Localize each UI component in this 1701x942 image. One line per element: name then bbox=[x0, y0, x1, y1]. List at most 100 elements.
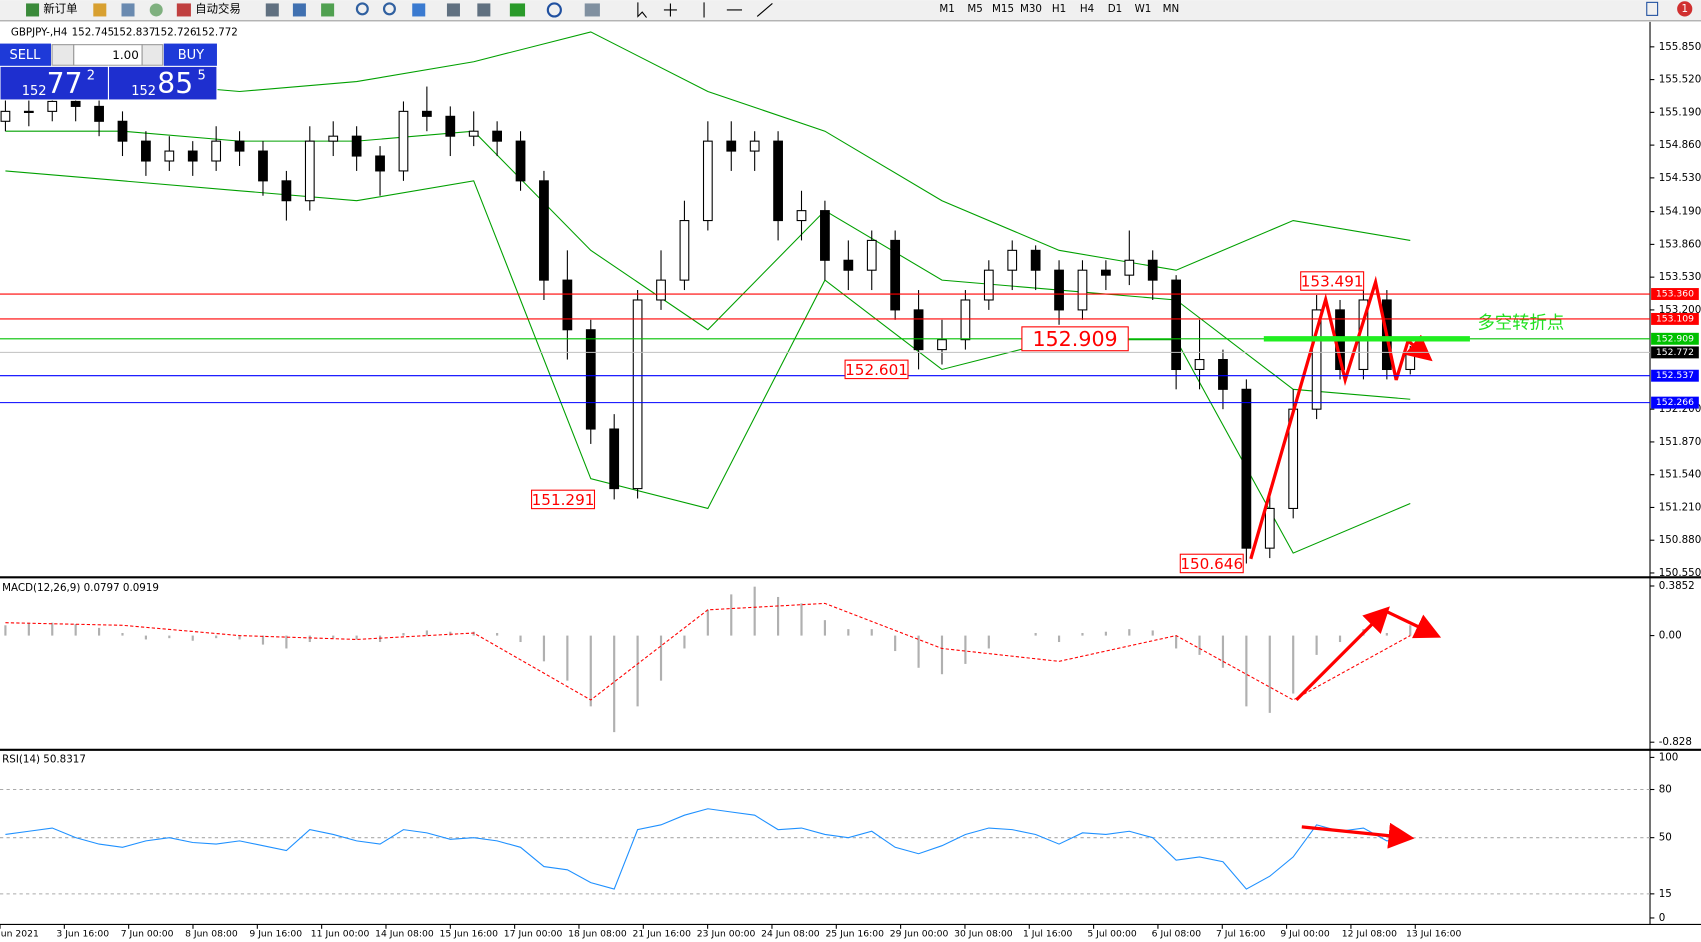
main-chart bbox=[0, 21, 1651, 578]
ohlc-value: 152.726 bbox=[154, 27, 197, 39]
buy-label[interactable]: BUY bbox=[178, 48, 204, 63]
icon[interactable] bbox=[93, 3, 107, 17]
candle-body bbox=[94, 105, 104, 122]
arrow bbox=[1295, 606, 1390, 702]
timeframe[interactable]: H4 bbox=[1080, 3, 1094, 15]
x-tick-label: 30 Jun 08:00 bbox=[954, 929, 1013, 940]
candle-body bbox=[515, 140, 526, 182]
ask-box[interactable] bbox=[107, 65, 218, 101]
timeframe[interactable]: M30 bbox=[1020, 3, 1042, 15]
arrow bbox=[1301, 822, 1415, 849]
timeframe[interactable]: M15 bbox=[992, 3, 1014, 15]
ask-frac: 5 bbox=[197, 69, 205, 84]
icon[interactable] bbox=[121, 3, 135, 17]
timeframe[interactable]: MN bbox=[1163, 3, 1180, 15]
x-tick-label: 1 Jul 16:00 bbox=[1023, 929, 1073, 940]
bid-frac: 2 bbox=[87, 69, 95, 84]
zoom-out[interactable] bbox=[382, 2, 396, 16]
plot bbox=[0, 31, 1651, 895]
icon[interactable] bbox=[149, 3, 163, 17]
candle-body bbox=[1124, 259, 1135, 276]
level-label: 152.772 bbox=[1656, 347, 1694, 358]
icon[interactable] bbox=[446, 3, 460, 17]
auto-trading-icon[interactable] bbox=[176, 3, 191, 17]
annotation-box bbox=[1300, 271, 1365, 291]
y-tick-label: 154.530 bbox=[1659, 172, 1701, 184]
new-order[interactable]: 新订单 bbox=[43, 1, 77, 15]
candle-body bbox=[749, 140, 760, 152]
y-tick-label: 153.530 bbox=[1659, 271, 1701, 283]
toolbar bbox=[0, 0, 1701, 21]
indicator-icon[interactable] bbox=[509, 3, 526, 17]
candle-body bbox=[1264, 507, 1275, 549]
annotation-label: 152.909 bbox=[1032, 327, 1117, 351]
x-tick-label: 24 Jun 08:00 bbox=[761, 929, 820, 940]
candle-body bbox=[1241, 388, 1252, 549]
timeframe[interactable]: M1 bbox=[939, 3, 954, 15]
ohlc-value: 152.745 bbox=[72, 27, 115, 39]
sell-label[interactable]: SELL bbox=[9, 48, 41, 63]
annotation-label: 150.646 bbox=[1180, 555, 1243, 573]
x-tick-label: 23 Jun 00:00 bbox=[697, 929, 756, 940]
y-tick-label: 154.860 bbox=[1659, 139, 1701, 151]
search[interactable] bbox=[1646, 1, 1659, 16]
level-label: 152.266 bbox=[1656, 397, 1694, 408]
period-icon[interactable] bbox=[546, 2, 562, 18]
y-tick-label: 150.880 bbox=[1659, 534, 1701, 546]
timeframe[interactable]: W1 bbox=[1135, 3, 1152, 15]
x-tick-label: Jun 2021 bbox=[0, 929, 39, 940]
candle-body bbox=[23, 110, 34, 113]
lot-up[interactable] bbox=[141, 44, 164, 66]
auto-trading[interactable]: 自动交易 bbox=[195, 1, 241, 15]
candle-body bbox=[258, 150, 268, 182]
x-tick-label: 29 Jun 00:00 bbox=[890, 929, 949, 940]
annotation-box bbox=[1021, 326, 1129, 352]
level-label: 153.360 bbox=[1656, 289, 1694, 300]
candle-body bbox=[445, 115, 456, 137]
icon[interactable] bbox=[477, 3, 491, 17]
icon[interactable] bbox=[321, 3, 335, 17]
candle-body bbox=[375, 155, 385, 172]
zoom-in[interactable] bbox=[355, 2, 369, 16]
y-tick-label: 153.860 bbox=[1659, 238, 1701, 250]
candle-body bbox=[1147, 259, 1158, 281]
candle-body bbox=[913, 309, 924, 351]
annotation-box bbox=[844, 359, 909, 380]
notification-badge[interactable] bbox=[1677, 1, 1693, 17]
x-tick-label: 13 Jul 16:00 bbox=[1406, 929, 1461, 940]
candle-body bbox=[539, 180, 549, 281]
timeframe[interactable]: M5 bbox=[967, 3, 982, 15]
x-tick-label: 12 Jul 08:00 bbox=[1342, 929, 1397, 940]
timeframe[interactable]: H1 bbox=[1052, 3, 1066, 15]
timeframe[interactable]: D1 bbox=[1108, 3, 1122, 15]
candle-body bbox=[47, 100, 58, 112]
y-tick-label: 0.3852 bbox=[1659, 580, 1695, 592]
y-tick-label: 15 bbox=[1659, 888, 1672, 900]
rsi-title: RSI(14) 50.8317 bbox=[2, 754, 86, 766]
lot-down[interactable] bbox=[51, 44, 75, 66]
x-tick-label: 3 Jun 16:00 bbox=[56, 929, 109, 940]
buy-button[interactable] bbox=[163, 43, 217, 67]
sell-button[interactable] bbox=[0, 43, 51, 67]
new-order-icon[interactable] bbox=[26, 3, 40, 17]
cursor-icon[interactable] bbox=[637, 2, 647, 18]
candle-body bbox=[866, 239, 877, 271]
level-tag bbox=[1651, 288, 1699, 300]
icon[interactable] bbox=[292, 3, 306, 17]
icon[interactable] bbox=[265, 3, 279, 17]
draw-icons[interactable] bbox=[703, 2, 773, 18]
macd-signal bbox=[5, 602, 1411, 701]
lot-value[interactable]: 1.00 bbox=[112, 48, 139, 62]
crosshair-icon[interactable] bbox=[663, 3, 677, 17]
macd-title: MACD(12,26,9) 0.0797 0.0919 bbox=[2, 582, 159, 594]
icon[interactable] bbox=[412, 3, 426, 17]
toolbar-items: 新订单 自动交易 1 M1 M5 M15 M30 H1 H4 D1 W1 MN bbox=[26, 1, 1693, 18]
candle-body bbox=[1194, 358, 1205, 371]
candle-body bbox=[70, 100, 81, 107]
arrow bbox=[1404, 334, 1433, 362]
notification-count: 1 bbox=[1681, 3, 1688, 15]
template-icon[interactable] bbox=[584, 3, 600, 17]
candle-body bbox=[1054, 269, 1064, 311]
x-tick-label: 14 Jun 08:00 bbox=[375, 929, 434, 940]
